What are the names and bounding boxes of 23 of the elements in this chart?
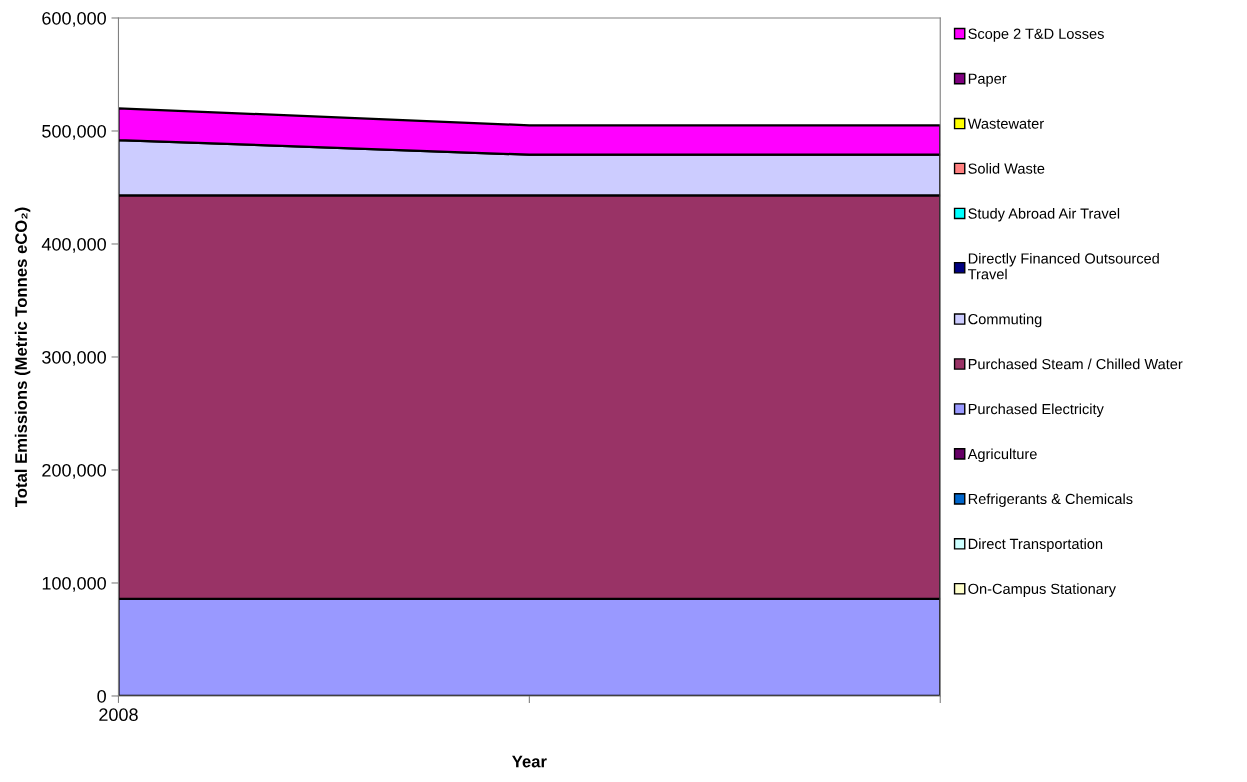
legend-label: Solid Waste xyxy=(968,163,1045,174)
y-tick-label: 500,000 xyxy=(42,124,106,140)
legend-label: On-Campus Stationary xyxy=(968,583,1116,597)
y-tick-label: 600,000 xyxy=(42,11,106,27)
y-tick-label: 200,000 xyxy=(42,463,106,479)
legend-label: Agriculture xyxy=(967,448,1037,463)
legend-label: Commuting xyxy=(968,313,1042,328)
legend-label: Refrigerants & Chemicals xyxy=(968,493,1133,507)
x-axis-title: Year xyxy=(512,755,547,768)
y-tick-label: 0 xyxy=(97,689,106,703)
x-tick-label: 2008 xyxy=(99,708,138,722)
legend-label: Wastewater xyxy=(967,118,1044,129)
legend-label: Study Abroad Air Travel xyxy=(968,207,1120,222)
legend-label: Directly Financed Outsourced Travel xyxy=(968,252,1159,280)
y-tick-label: 100,000 xyxy=(42,576,106,592)
legend-label: Scope 2 T&D Losses xyxy=(968,28,1104,42)
legend-label: Direct Transportation xyxy=(968,538,1103,552)
y-tick-label: 400,000 xyxy=(41,237,106,253)
y-axis-title: Total Emissions (Metric Tonnes eCO₂) xyxy=(14,207,31,507)
legend-label: Purchased Steam / Chilled Water xyxy=(968,358,1183,370)
legend-label: Paper xyxy=(968,73,1007,87)
legend-label: Purchased Electricity xyxy=(968,403,1104,418)
y-tick-label: 300,000 xyxy=(42,350,106,366)
